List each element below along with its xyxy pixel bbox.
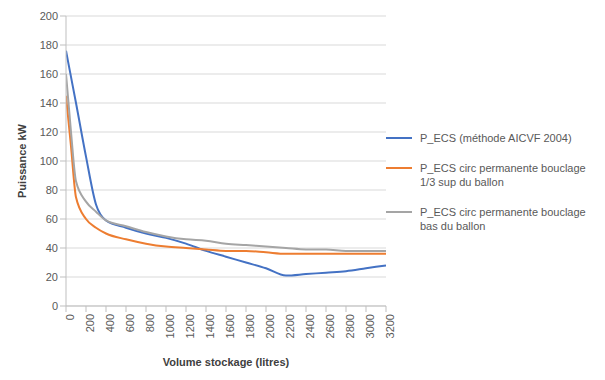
svg-text:140: 140 (40, 97, 58, 109)
svg-text:1800: 1800 (244, 314, 256, 338)
svg-text:3000: 3000 (364, 314, 376, 338)
html-text:P_ECS circ permanente bouclage: P_ECS circ permanente bouclage 1/3 sup d… (420, 162, 586, 188)
svg-text:0: 0 (52, 300, 58, 312)
html-text:P_ECS (méthode AICVF 2004): P_ECS (méthode AICVF 2004) (420, 132, 572, 144)
svg-text:2200: 2200 (284, 314, 296, 338)
svg-text:200: 200 (40, 10, 58, 22)
svg-text:600: 600 (124, 314, 136, 332)
svg-text:Volume stockage (litres): Volume stockage (litres) (163, 356, 290, 368)
svg-text:1000: 1000 (164, 314, 176, 338)
svg-text:400: 400 (104, 314, 116, 332)
svg-text:0: 0 (64, 314, 76, 320)
svg-text:3200: 3200 (384, 314, 396, 338)
svg-text:2000: 2000 (264, 314, 276, 338)
html-text:P_ECS circ permanente bouclage: P_ECS circ permanente bouclage bas du ba… (420, 206, 586, 232)
svg-text:2800: 2800 (344, 314, 356, 338)
svg-text:120: 120 (40, 126, 58, 138)
svg-text:160: 160 (40, 68, 58, 80)
svg-text:2400: 2400 (304, 314, 316, 338)
svg-text:1600: 1600 (224, 314, 236, 338)
svg-text:60: 60 (46, 213, 58, 225)
svg-text:40: 40 (46, 242, 58, 254)
svg-text:800: 800 (144, 314, 156, 332)
svg-text:20: 20 (46, 271, 58, 283)
svg-text:2600: 2600 (324, 314, 336, 338)
svg-text:1400: 1400 (204, 314, 216, 338)
svg-text:1200: 1200 (184, 314, 196, 338)
svg-text:200: 200 (84, 314, 96, 332)
svg-text:Puissance kW: Puissance kW (16, 123, 28, 198)
svg-text:100: 100 (40, 155, 58, 167)
svg-text:180: 180 (40, 39, 58, 51)
svg-text:80: 80 (46, 184, 58, 196)
